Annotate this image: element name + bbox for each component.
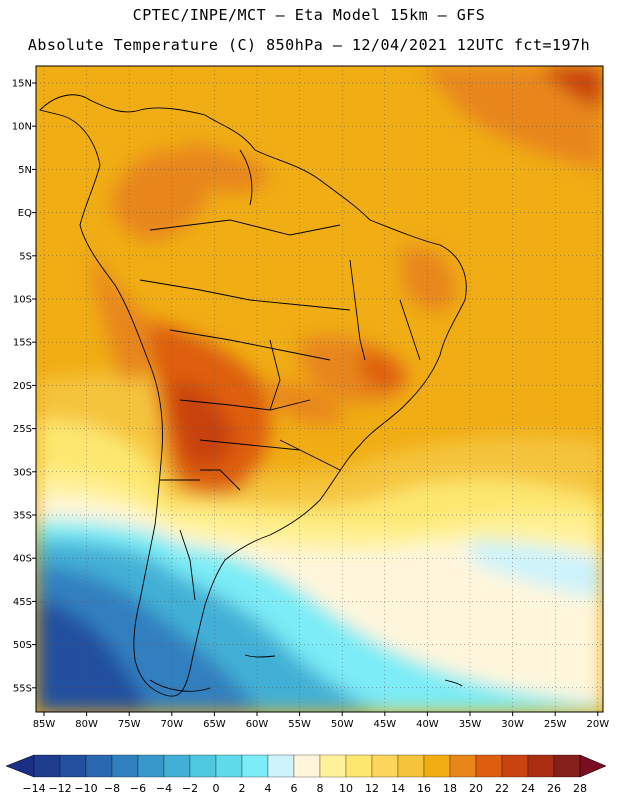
colorbar-label: 6: [290, 782, 298, 795]
colorbar-label: 22: [495, 782, 509, 795]
colorbar-swatch: [423, 754, 451, 778]
lat-label: 40S: [13, 554, 32, 565]
longitude-labels: 85W 80W 75W 70W 65W 60W 55W 50W 45W 40W 35W 30W 25W 2…: [33, 712, 609, 730]
lon-label: 50W: [331, 719, 354, 730]
chart-title-line1: CPTEC/INPE/MCT — Eta Model 15km — GFS: [132, 6, 486, 24]
colorbar-label: 14: [391, 782, 405, 795]
colorbar-swatch: [501, 754, 529, 778]
lat-label: 45S: [13, 597, 32, 608]
lat-label: 50S: [13, 640, 32, 651]
lon-label: 80W: [75, 719, 98, 730]
colorbar-swatch: [475, 754, 503, 778]
colorbar-low-arrow: [5, 754, 35, 778]
colorbar-label: 20: [469, 782, 483, 795]
lat-label: 30S: [13, 467, 32, 478]
colorbar-swatch: [215, 754, 243, 778]
colorbar-label: 4: [264, 782, 272, 795]
colorbar-label: 12: [365, 782, 379, 795]
lat-label: 15N: [12, 79, 32, 90]
coastline-outline: [39, 94, 467, 697]
colorbar-swatch: [527, 754, 555, 778]
lat-label: 35S: [13, 511, 32, 522]
lon-label: 75W: [118, 719, 141, 730]
lat-label: 20S: [13, 381, 32, 392]
colorbar-label: 8: [316, 782, 324, 795]
colorbar-label: 2: [238, 782, 246, 795]
colorbar-swatch: [85, 754, 113, 778]
chart-title-line2: Absolute Temperature (C) 850hPa — 12/04/…: [27, 36, 591, 54]
colorbar-swatch: [293, 754, 321, 778]
lon-label: 55W: [288, 719, 311, 730]
colorbar-label: −12: [48, 782, 72, 795]
colorbar-swatch: [319, 754, 347, 778]
colorbar-label: 18: [443, 782, 457, 795]
colorbar-swatch: [345, 754, 373, 778]
lon-label: 30W: [501, 719, 524, 730]
colorbar-swatch: [241, 754, 269, 778]
colorbar-label: 24: [521, 782, 535, 795]
colorbar-swatch: [449, 754, 477, 778]
lon-label: 35W: [459, 719, 482, 730]
lon-label: 65W: [203, 719, 226, 730]
lon-label: 70W: [160, 719, 183, 730]
colorbar-swatch: [33, 754, 61, 778]
colorbar-swatch: [59, 754, 87, 778]
colorbar-label: −8: [103, 782, 121, 795]
lon-label: 45W: [373, 719, 396, 730]
colorbar-label: 10: [339, 782, 353, 795]
map-frame: [35, 65, 604, 713]
lon-label: 40W: [416, 719, 439, 730]
colorbar-label: −2: [181, 782, 199, 795]
lat-label: 5S: [19, 251, 32, 262]
colorbar-label: 16: [417, 782, 431, 795]
colorbar-label: 0: [212, 782, 220, 795]
colorbar-swatch: [189, 754, 217, 778]
lon-label: 60W: [246, 719, 269, 730]
lat-label: 15S: [13, 338, 32, 349]
colorbar-label: 26: [547, 782, 561, 795]
colorbar-label: −4: [155, 782, 173, 795]
lat-label: 5N: [18, 165, 32, 176]
colorbar-swatch: [397, 754, 425, 778]
colorbar-swatch: [267, 754, 295, 778]
colorbar: [5, 754, 607, 778]
lon-label: 20W: [586, 719, 609, 730]
lat-label: 25S: [13, 424, 32, 435]
colorbar-high-arrow: [579, 754, 607, 778]
colorbar-swatch: [371, 754, 399, 778]
colorbar-swatch: [137, 754, 165, 778]
lat-label: 10S: [13, 295, 32, 306]
colorbar-label: −10: [74, 782, 98, 795]
colorbar-label: −6: [129, 782, 147, 795]
latitude-labels: 15N 10N 5N EQ 5S 10S 15S 20S 25S 30S 35S 40S 45S 50S 5…: [12, 79, 36, 694]
colorbar-label: −14: [22, 782, 46, 795]
graticule-grid: [36, 66, 603, 712]
colorbar-swatch: [111, 754, 139, 778]
lat-label: 55S: [13, 683, 32, 694]
lon-label: 85W: [33, 719, 56, 730]
lon-label: 25W: [544, 719, 567, 730]
lat-label: 10N: [12, 122, 32, 133]
colorbar-label: 28: [573, 782, 587, 795]
temperature-field: [36, 66, 603, 712]
lat-label: EQ: [18, 208, 32, 219]
colorbar-swatch: [553, 754, 581, 778]
colorbar-swatch: [163, 754, 191, 778]
